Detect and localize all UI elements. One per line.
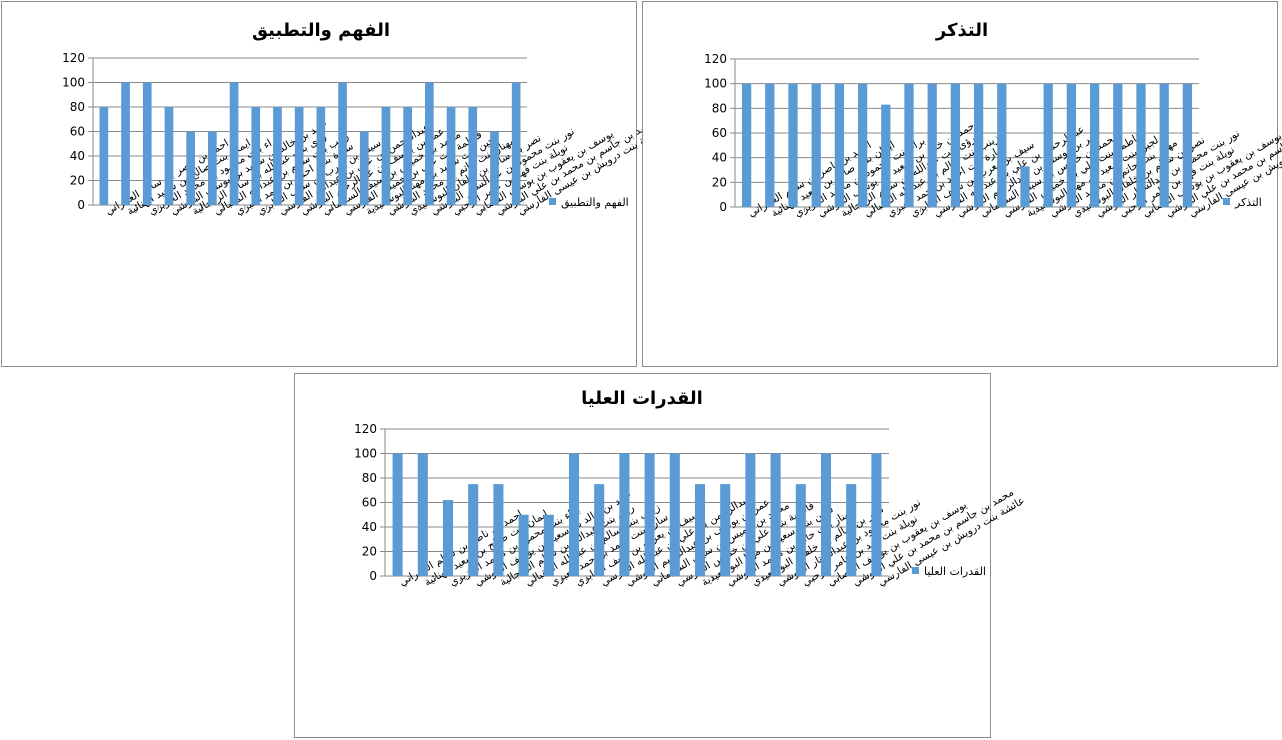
bar-remembering: [1089, 83, 1100, 207]
bar-comprehension: [359, 131, 369, 205]
chart-title: الفهم والتطبيق: [252, 20, 390, 41]
y-tick-label: 80: [70, 100, 85, 114]
y-tick-label: 60: [712, 126, 727, 140]
bar-remembering: [1159, 83, 1169, 207]
bar-remembering: [765, 83, 775, 207]
bar-remembering: [1066, 83, 1077, 207]
y-tick-label: 100: [704, 77, 727, 91]
bar-remembering: [904, 83, 914, 207]
bar-higher-abilities: [694, 484, 706, 576]
bar-remembering: [950, 83, 961, 207]
bar-higher-abilities: [518, 514, 529, 576]
y-tick-label: 120: [62, 51, 85, 65]
bar-remembering: [1182, 83, 1193, 207]
bar-comprehension: [208, 131, 217, 205]
bar-remembering: [1136, 83, 1146, 207]
bar-comprehension: [164, 107, 174, 205]
bar-higher-abilities: [468, 484, 479, 576]
legend-label: التذكر: [1234, 196, 1262, 209]
legend-swatch: [1223, 198, 1230, 205]
bar-remembering: [1020, 166, 1030, 207]
bar-comprehension: [294, 107, 304, 205]
y-tick-label: 20: [70, 174, 85, 188]
y-tick-label: 40: [362, 520, 377, 534]
bar-comprehension: [425, 82, 434, 205]
bar-remembering: [857, 83, 868, 207]
bar-higher-abilities: [392, 453, 403, 576]
bar-remembering: [927, 83, 937, 207]
bar-remembering: [811, 83, 821, 207]
bar-comprehension: [99, 107, 109, 205]
y-tick-label: 80: [362, 471, 377, 485]
bar-comprehension: [229, 82, 239, 205]
y-tick-label: 100: [62, 76, 85, 90]
bar-remembering: [741, 83, 752, 207]
bar-higher-abilities: [669, 453, 680, 576]
y-tick-label: 120: [354, 422, 377, 436]
y-tick-label: 120: [704, 52, 727, 66]
y-tick-label: 60: [362, 496, 377, 510]
bar-comprehension: [403, 107, 412, 205]
bar-comprehension: [381, 107, 391, 205]
bar-remembering: [788, 83, 798, 207]
legend-swatch: [549, 198, 556, 205]
y-tick-label: 40: [712, 151, 727, 165]
bar-comprehension: [490, 131, 499, 205]
chart-title: التذكر: [935, 20, 988, 41]
bar-comprehension: [468, 107, 478, 205]
bar-higher-abilities: [594, 484, 605, 576]
bar-remembering: [973, 83, 984, 207]
bar-comprehension: [121, 82, 130, 205]
bar-comprehension: [142, 82, 152, 205]
chart-panel-comprehension: الفهم والتطبيق 0 20 40 60 80 100 120 احمد بن ناص…: [1, 1, 667, 367]
bar-higher-abilities: [820, 453, 832, 576]
legend-label: القدرات العليا: [924, 565, 986, 578]
y-tick-label: 60: [70, 125, 85, 139]
y-tick-label: 0: [77, 198, 85, 212]
y-tick-label: 80: [712, 101, 727, 115]
legend-swatch: [912, 567, 919, 574]
bar-higher-abilities: [417, 453, 428, 576]
legend-label: الفهم والتطبيق: [561, 196, 629, 210]
bar-comprehension: [251, 107, 261, 205]
y-tick-label: 0: [719, 200, 727, 214]
bar-remembering: [1043, 83, 1053, 207]
bar-remembering: [881, 104, 891, 207]
bar-comprehension: [511, 82, 521, 205]
chart-panel-remembering: التذكر 0 20 40 60 80 100 120 احمد بن ناصر بن سال…: [642, 1, 1282, 367]
bar-higher-abilities: [720, 484, 731, 576]
bar-higher-abilities: [770, 453, 781, 576]
bar-higher-abilities: [568, 453, 580, 576]
chart-panel-higher-abilities: القدرات العليا 0 20 40 60 80 100 120 احمد بن ناص…: [294, 373, 1027, 738]
y-tick-label: 0: [369, 569, 377, 583]
y-tick-label: 100: [354, 447, 377, 461]
bar-comprehension: [446, 107, 456, 205]
y-tick-label: 20: [712, 175, 727, 189]
bar-higher-abilities: [871, 453, 882, 576]
bar-higher-abilities: [493, 484, 504, 576]
y-tick-label: 20: [362, 545, 377, 559]
bar-comprehension: [316, 107, 326, 205]
bar-comprehension: [273, 107, 282, 205]
bar-comprehension: [186, 131, 195, 205]
bar-higher-abilities: [543, 514, 554, 576]
bar-remembering: [997, 83, 1007, 207]
bar-remembering: [1113, 83, 1123, 207]
bar-higher-abilities: [795, 484, 806, 576]
bar-comprehension: [338, 82, 347, 205]
bar-higher-abilities: [644, 453, 655, 576]
y-tick-label: 40: [70, 149, 85, 163]
bar-higher-abilities: [745, 453, 756, 576]
bar-higher-abilities: [619, 453, 630, 576]
chart-title: القدرات العليا: [581, 388, 703, 409]
bar-remembering: [834, 83, 845, 207]
bar-higher-abilities: [442, 500, 454, 576]
bar-higher-abilities: [846, 484, 857, 576]
